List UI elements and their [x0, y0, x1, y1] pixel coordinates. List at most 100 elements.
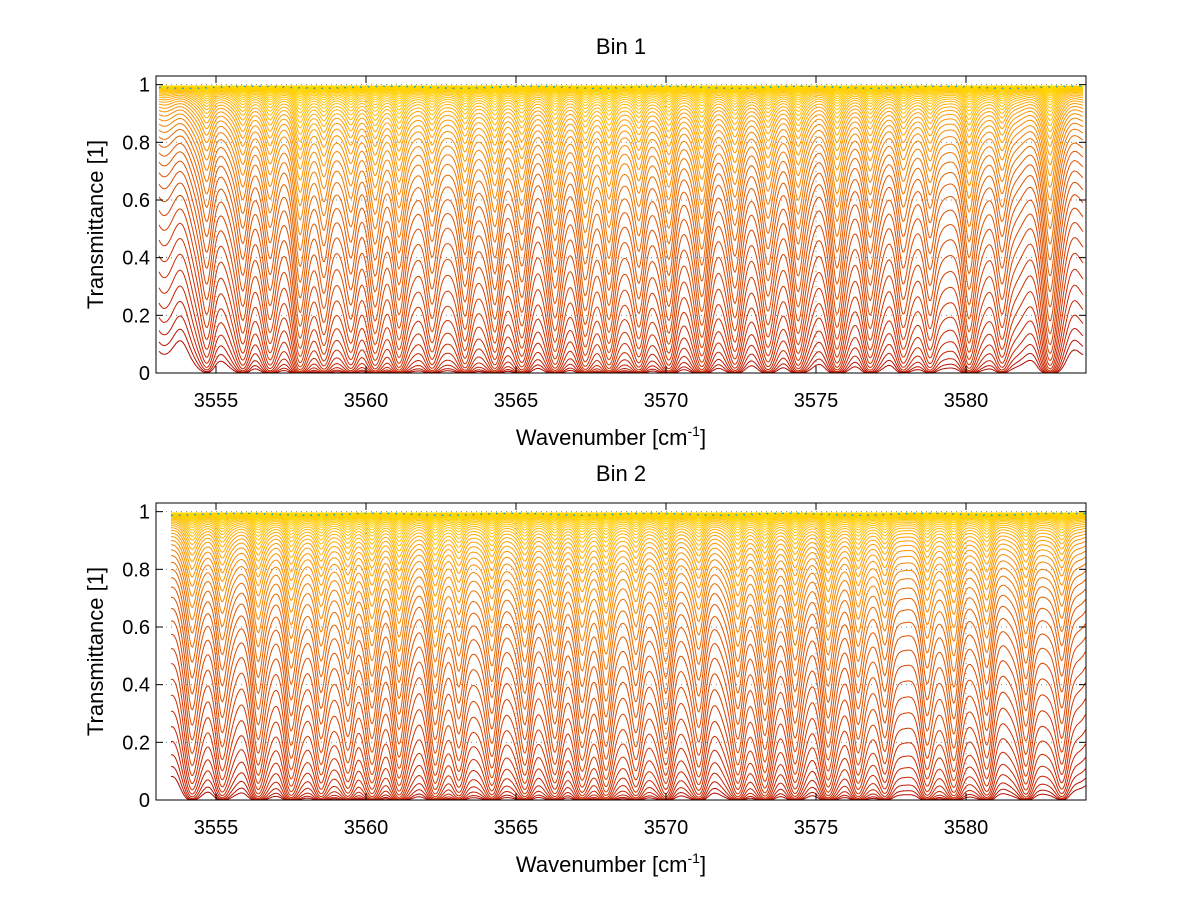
- series-line: [158, 113, 1084, 221]
- y-tick-label: 0.4: [122, 675, 150, 697]
- y-tick-label: 0.8: [122, 132, 150, 154]
- series-line: [158, 328, 1084, 373]
- series-line: [171, 516, 1086, 539]
- series-line: [170, 678, 1086, 796]
- x-tick-label: 3575: [794, 817, 839, 839]
- series-line: [158, 269, 1084, 373]
- x-tick-label: 3575: [794, 390, 839, 412]
- series-line: [171, 514, 1086, 527]
- series-line: [171, 569, 1086, 702]
- series-line: [171, 515, 1086, 532]
- series-line: [171, 513, 1086, 522]
- series-line: [158, 182, 1084, 349]
- y-tick-label: 0.6: [122, 190, 150, 212]
- series-line: [171, 523, 1086, 566]
- series-line: [170, 608, 1086, 760]
- series-line: [170, 521, 1086, 559]
- x-tick-label: 3560: [344, 817, 389, 839]
- series-line: [158, 300, 1084, 373]
- series-line: [170, 586, 1086, 733]
- y-tick-label: 1: [139, 502, 150, 524]
- series-line: [158, 90, 1084, 123]
- series-line: [158, 89, 1084, 114]
- series-line: [170, 596, 1086, 747]
- y-axis-label: Transmittance [1]: [83, 140, 108, 309]
- series-line: [158, 135, 1084, 283]
- series-line: [158, 86, 1083, 102]
- series-line: [171, 512, 1086, 521]
- chart-bin-1: 3555 3560 3565 3570 3575 3580 0 0.2 0.4 0.6 0.8 1 Bi…: [83, 34, 1087, 450]
- series-line: [171, 517, 1086, 543]
- series-line: [171, 527, 1086, 582]
- series-line: [171, 520, 1086, 553]
- series-line: [170, 633, 1086, 780]
- series-line: [158, 171, 1084, 339]
- series-line: [170, 740, 1086, 800]
- axes-box: [155, 502, 1087, 801]
- series-line: [158, 118, 1084, 236]
- series-line: [158, 85, 1084, 96]
- series-line: [170, 544, 1086, 640]
- series-line: [158, 92, 1084, 129]
- series-line: [171, 529, 1086, 592]
- series-line: [158, 85, 1084, 94]
- series-line: [171, 513, 1086, 525]
- series-line: [170, 648, 1086, 788]
- y-axis-label: Transmittance [1]: [83, 567, 108, 736]
- series-line: [158, 285, 1084, 373]
- series-line: [158, 123, 1084, 251]
- chart-bin-2: 3555 3560 3565 3570 3575 3580 0 0.2 0.4 0.6 0.8 1 Bi…: [83, 461, 1087, 877]
- series-line: [158, 208, 1084, 364]
- y-tick-label: 0.8: [122, 559, 150, 581]
- series-line: [158, 315, 1084, 373]
- x-axis-label: Wavenumber [cm-1]: [516, 423, 706, 450]
- series-line: [171, 532, 1086, 602]
- series-line: [158, 96, 1084, 151]
- series-line: [158, 143, 1084, 299]
- series-line: [171, 518, 1086, 548]
- series-group: [170, 512, 1086, 800]
- series-line: [158, 160, 1084, 327]
- series-line: [158, 88, 1084, 110]
- x-tick-label: 3580: [944, 817, 989, 839]
- series-line: [158, 98, 1084, 160]
- x-tick-label: 3555: [194, 390, 239, 412]
- series-line: [158, 100, 1084, 170]
- y-tick-label: 0: [139, 363, 150, 385]
- series-line: [170, 577, 1086, 718]
- x-tick-label: 3570: [644, 390, 689, 412]
- series-line: [158, 94, 1084, 143]
- series-line: [170, 555, 1086, 670]
- y-tick-label: 0.4: [122, 248, 150, 270]
- series-line: [158, 109, 1084, 207]
- series-line: [159, 86, 1083, 98]
- series-line: [171, 513, 1086, 524]
- series-line: [158, 87, 1084, 104]
- series-line: [170, 539, 1086, 627]
- series-line: [170, 694, 1086, 799]
- series-line: [171, 514, 1086, 530]
- series-line: [158, 103, 1084, 181]
- x-axis-label: Wavenumber [cm-1]: [516, 850, 706, 877]
- series-line: [170, 710, 1086, 800]
- series-line-near-one: [170, 512, 1086, 517]
- series-line: [158, 222, 1084, 368]
- series-line: [158, 238, 1084, 371]
- y-tick-label: 0.6: [122, 617, 150, 639]
- series-line: [158, 106, 1084, 193]
- series-line: [170, 561, 1086, 686]
- x-tick-label: 3580: [944, 390, 989, 412]
- x-tick-label: 3570: [644, 817, 689, 839]
- y-tick-label: 0.2: [122, 732, 150, 754]
- series-line: [170, 620, 1086, 771]
- series-line: [170, 663, 1086, 793]
- series-line: [158, 93, 1084, 135]
- axes-box: [155, 75, 1087, 374]
- x-tick-label: 3565: [494, 817, 539, 839]
- series-line: [170, 536, 1086, 614]
- series-line: [158, 195, 1084, 357]
- chart-title: Bin 2: [596, 461, 646, 486]
- chart-title: Bin 1: [596, 34, 646, 59]
- y-tick-label: 1: [139, 75, 150, 97]
